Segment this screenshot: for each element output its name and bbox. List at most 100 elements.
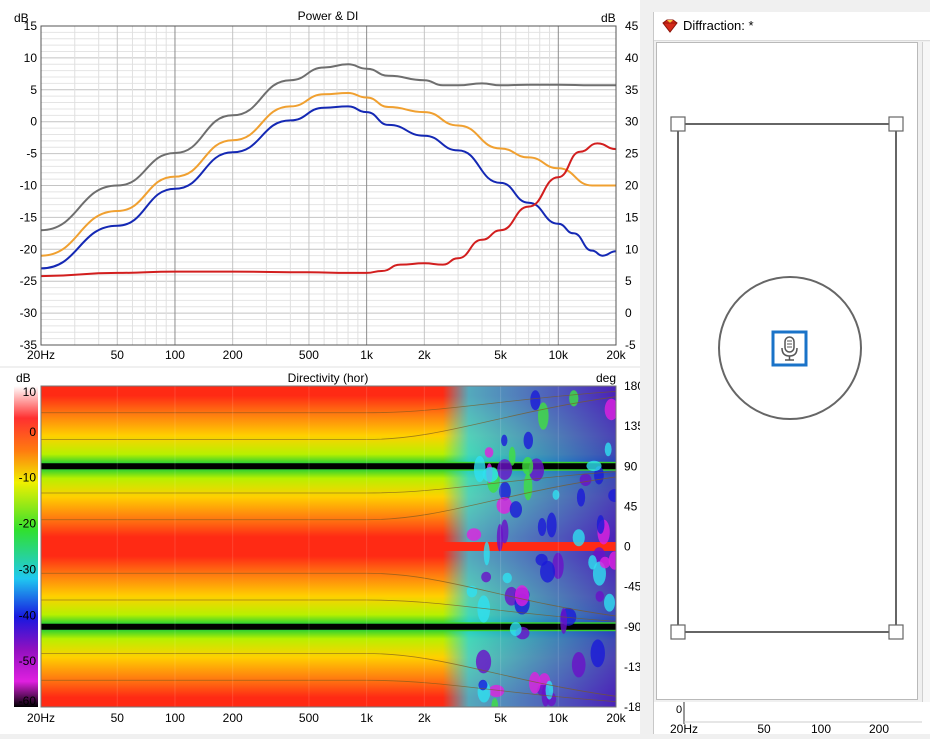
directivity-x-tick-label: 100 xyxy=(165,711,185,725)
color-scale-axis: 10 0 -10 -20 -30 -40 -50 -60 xyxy=(19,385,37,708)
diffraction-titlebar[interactable]: Diffraction: * xyxy=(654,12,930,41)
power-right-tick-label: 25 xyxy=(625,147,639,161)
directivity-x-tick-label: 200 xyxy=(223,711,243,725)
power-right-axis: 45 40 35 30 25 20 15 10 5 0 -5 xyxy=(625,19,639,352)
baffle-outline[interactable] xyxy=(677,123,897,633)
diffraction-mini-chart: 0 20Hz 50 100 200 xyxy=(654,702,930,736)
directivity-degree-tick-label: 45 xyxy=(624,499,638,513)
diffraction-x-tick-label: 50 xyxy=(757,722,771,734)
power-x-axis: 20Hz 50 100 200 500 1k 2k 5k 10k 20k xyxy=(27,348,627,362)
power-right-tick-label: 30 xyxy=(625,115,639,129)
power-curves xyxy=(40,63,617,278)
power-right-tick-label: 40 xyxy=(625,51,639,65)
power-right-tick-label: 5 xyxy=(625,274,632,288)
baffle-corner-handle-tr[interactable] xyxy=(888,116,904,132)
color-scale-tick-label: 10 xyxy=(23,385,37,399)
directivity-x-tick-label: 10k xyxy=(549,711,569,725)
power-right-tick-label: 10 xyxy=(625,242,639,256)
heatmap-lobe xyxy=(604,593,615,612)
directivity-chart-panel[interactable]: Directivity (hor) dB deg 10 0 -10 -20 -30 -40… xyxy=(0,368,648,734)
heatmap-lobe xyxy=(595,590,605,602)
heatmap-lobe xyxy=(466,528,482,541)
baffle-corner-handle-bl[interactable] xyxy=(670,624,686,640)
heatmap-lobe xyxy=(604,398,616,421)
heatmap-lobe xyxy=(481,571,492,583)
diamond-app-icon xyxy=(662,19,678,33)
power-series-line-1 xyxy=(40,91,616,257)
heatmap-lobe xyxy=(475,649,492,674)
power-left-tick-label: -30 xyxy=(20,306,38,320)
driver-circle[interactable] xyxy=(718,276,862,420)
heatmap-lobe xyxy=(483,541,490,566)
directivity-left-unit: dB xyxy=(16,371,31,385)
directivity-right-unit: deg xyxy=(596,371,616,385)
heatmap-lobe xyxy=(545,680,554,700)
heatmap-null-line xyxy=(41,623,616,630)
heatmap-lobe xyxy=(466,585,478,598)
heatmap-lobe xyxy=(590,639,605,668)
heatmap-lobe xyxy=(509,501,523,518)
heatmap-lobe xyxy=(552,552,564,580)
heatmap-lobe xyxy=(535,553,548,566)
directivity-degree-tick-label: 180 xyxy=(624,379,640,393)
power-x-tick-label: 10k xyxy=(549,348,569,362)
heatmap-lobe xyxy=(473,455,486,483)
power-left-tick-label: -35 xyxy=(20,338,38,352)
power-right-tick-label: -5 xyxy=(625,338,636,352)
heatmap-lobe xyxy=(514,585,530,607)
baffle-corner-handle-br[interactable] xyxy=(888,624,904,640)
directivity-chart[interactable]: Directivity (hor) dB deg 100-10-20-30-40… xyxy=(0,368,648,734)
color-scale-tick-label: -30 xyxy=(19,562,37,576)
power-left-tick-label: 15 xyxy=(24,19,38,33)
directivity-x-tick-label: 50 xyxy=(111,711,125,725)
directivity-degree-tick-label: 135 xyxy=(624,419,640,433)
directivity-x-axis: 20Hz 50 100 200 500 1k 2k 5k 10k 20k xyxy=(27,711,627,725)
heatmap-lobe xyxy=(579,473,592,486)
diffraction-window[interactable]: Diffraction: * 0 xyxy=(653,12,930,736)
heatmap-lobe xyxy=(604,442,612,457)
diffraction-x-tick-label: 200 xyxy=(869,722,889,734)
heatmap-contour xyxy=(41,476,616,521)
diffraction-window-title: Diffraction: * xyxy=(683,18,754,33)
power-left-tick-label: 10 xyxy=(24,51,38,65)
heatmap-contour xyxy=(41,599,616,622)
power-left-tick-label: -10 xyxy=(20,179,38,193)
heatmap-hf-region-0 xyxy=(442,386,616,462)
microphone-icon[interactable] xyxy=(771,330,808,367)
heatmap-contour xyxy=(41,471,616,494)
heatmap-lobe xyxy=(482,467,499,483)
heatmap-lobe xyxy=(509,622,522,637)
heatmap-lobe xyxy=(496,496,513,514)
directivity-chart-title: Directivity (hor) xyxy=(288,371,369,385)
heatmap-lobe xyxy=(576,488,586,507)
heatmap-lobe xyxy=(571,651,586,678)
directivity-degree-tick-label: 0 xyxy=(624,540,631,554)
baffle-corner-handle-tl[interactable] xyxy=(670,116,686,132)
power-x-tick-label: 50 xyxy=(111,348,125,362)
heatmap-null-line xyxy=(41,463,616,470)
power-x-tick-label: 20k xyxy=(606,348,626,362)
directivity-x-tick-label: 1k xyxy=(360,711,374,725)
power-right-tick-label: 15 xyxy=(625,210,639,224)
heatmap-contour xyxy=(41,679,616,703)
heatmap-lobe xyxy=(572,529,585,547)
diffraction-side-panel[interactable] xyxy=(922,42,930,734)
baffle-canvas[interactable] xyxy=(656,42,918,700)
baffle-drawing[interactable] xyxy=(657,43,917,699)
power-di-chart-panel[interactable]: Power & DI dB dB 15 10 5 0 -5 -10 -15 -20 -25 -30… xyxy=(0,0,640,366)
heatmap-lobe xyxy=(491,698,499,707)
directivity-plot-frame xyxy=(40,385,617,708)
heatmap-lobe xyxy=(523,431,534,450)
color-scale-tick-label: -50 xyxy=(19,654,37,668)
heatmap-lobe xyxy=(522,457,534,476)
directivity-x-tick-label: 20k xyxy=(606,711,626,725)
heatmap-contour xyxy=(41,653,616,697)
color-scale-tick-label: -10 xyxy=(19,471,37,485)
power-x-tick-label: 2k xyxy=(418,348,432,362)
heatmap-lobe xyxy=(501,434,508,447)
power-right-unit: dB xyxy=(601,11,616,25)
power-di-chart[interactable]: Power & DI dB dB 151050-5-10-15-20-25-30… xyxy=(0,0,640,366)
heatmap-lobe xyxy=(497,459,513,480)
power-x-tick-label: 20Hz xyxy=(27,348,55,362)
diffraction-x-tick-label: 20Hz xyxy=(670,722,698,734)
